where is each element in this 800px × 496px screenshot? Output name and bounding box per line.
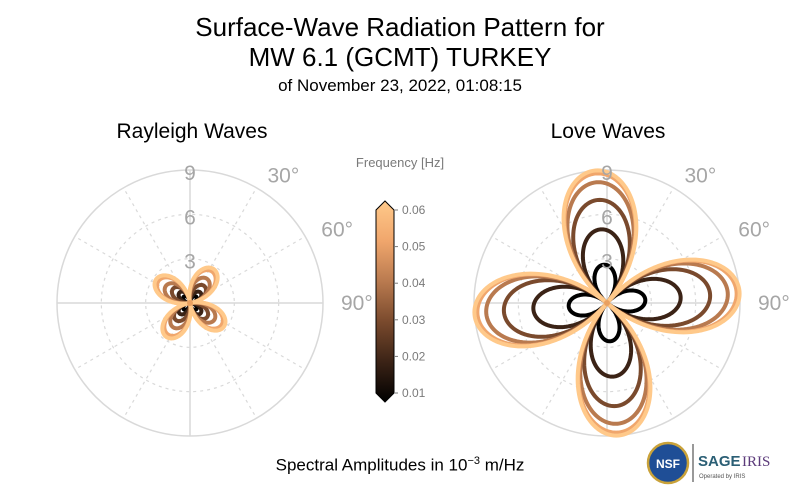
nsf-logo: NSF — [646, 441, 690, 485]
colorbar-tick-label: 0.03 — [402, 313, 426, 327]
radial-tick-label: 3 — [184, 251, 196, 274]
angle-tick-label: 60° — [738, 219, 770, 242]
radial-tick-label: 3 — [601, 251, 613, 274]
colorbar-label: Frequency [Hz] — [356, 155, 444, 170]
footer-base: 10 — [448, 455, 468, 475]
angle-tick-label: 60° — [321, 219, 353, 242]
angle-tick-label: 30° — [685, 165, 717, 188]
footer-prefix: Spectral Amplitudes in — [275, 455, 449, 475]
center-marker — [187, 300, 193, 306]
logos: NSF SAGE IRIS Operated by IRIS — [646, 441, 770, 485]
angle-tick-label: 30° — [268, 165, 300, 188]
chart-subtitle: of November 23, 2022, 01:08:15 — [278, 76, 522, 95]
radial-tick-label: 6 — [601, 206, 613, 229]
polar-panel-0: 3 6 9 30° 60° 90° — [56, 162, 373, 437]
colorbar: Frequency [Hz] 0.06 0.05 0.04 0.03 0.02 0.01 — [356, 155, 444, 403]
footer-unit: m/Hz — [480, 455, 525, 475]
polar-panel-1: 3 6 9 30° 60° 90° — [472, 162, 790, 438]
sage-logo-text: SAGE — [698, 453, 741, 470]
radial-tick-label: 6 — [184, 206, 196, 229]
chart-title-line1: Surface-Wave Radiation Pattern for — [195, 12, 605, 42]
colorbar-bar — [375, 200, 395, 403]
radiation-curve-0.06 — [152, 265, 228, 341]
love-panel-title: Love Waves — [550, 120, 666, 143]
rayleigh-panel-title: Rayleigh Waves — [116, 120, 268, 143]
radiation-curve-0.06 — [472, 168, 742, 438]
operated-by-text: Operated by IRIS — [699, 474, 745, 480]
angle-tick-label: 90° — [758, 292, 790, 315]
iris-logo-text: IRIS — [742, 454, 770, 470]
footer-units: Spectral Amplitudes in 10−3 m/Hz — [0, 455, 800, 476]
colorbar-tick-label: 0.06 — [402, 203, 426, 217]
colorbar-tick-label: 0.04 — [402, 276, 426, 290]
nsf-logo-text: NSF — [656, 457, 680, 471]
footer-exponent: −3 — [467, 455, 480, 467]
angle-tick-label: 90° — [341, 292, 373, 315]
radial-tick-label: 9 — [184, 162, 196, 185]
center-marker — [604, 300, 610, 306]
colorbar-tick-label: 0.02 — [402, 349, 426, 363]
colorbar-tick-label: 0.05 — [402, 240, 426, 254]
radial-tick-label: 9 — [601, 162, 613, 185]
chart-title-line2: MW 6.1 (GCMT) TURKEY — [248, 42, 552, 72]
colorbar-tick-label: 0.01 — [402, 386, 426, 400]
